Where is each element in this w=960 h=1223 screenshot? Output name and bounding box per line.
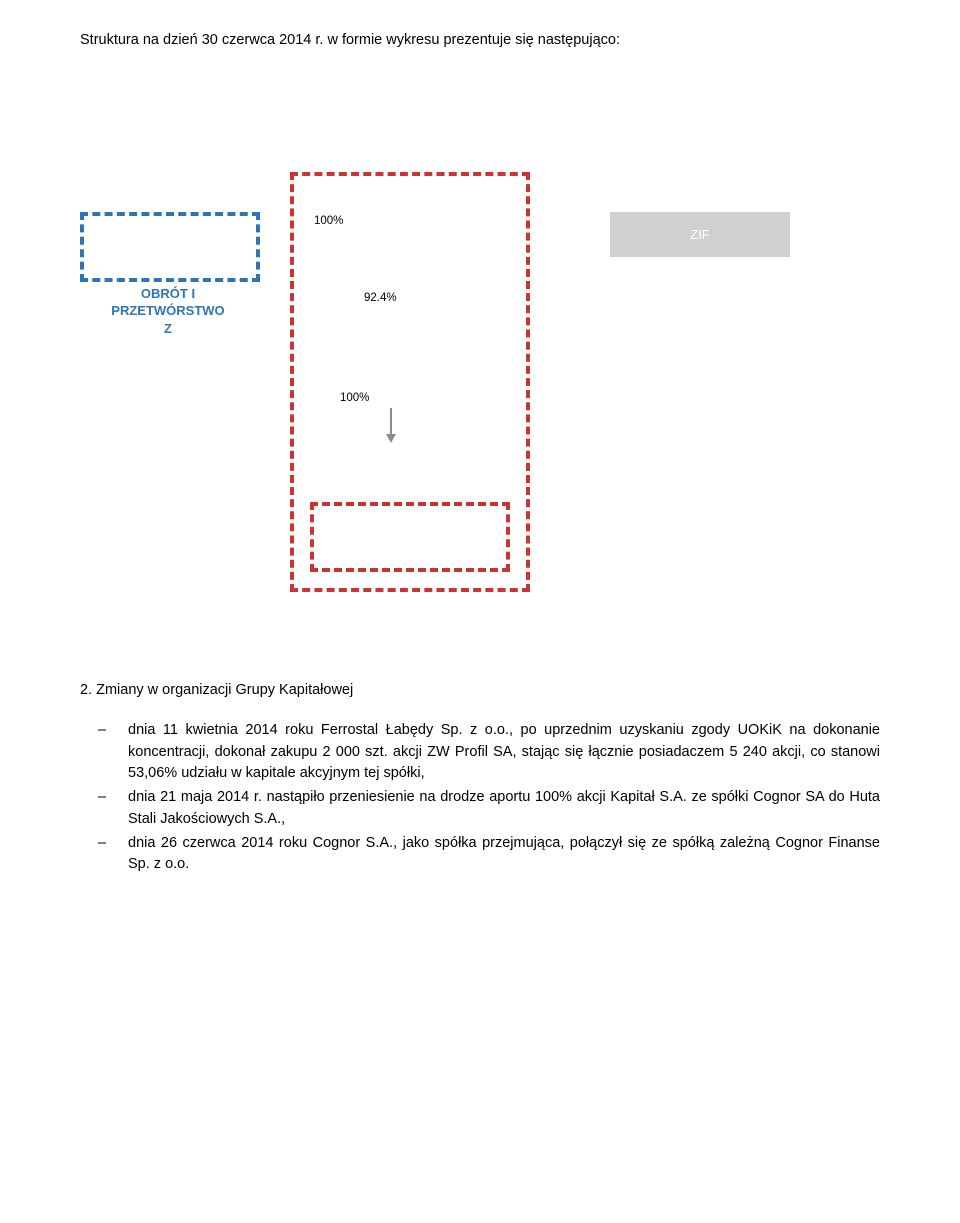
blue-label-line1: OBRÓT I [141,286,195,301]
page-title: Struktura na dzień 30 czerwca 2014 r. w … [80,30,880,52]
changes-list: dnia 11 kwietnia 2014 roku Ferrostal Łab… [80,720,880,876]
blue-label-line3: Z [164,321,172,336]
blue-multiline-label: OBRÓT I PRZETWÓRSTWO Z [92,285,244,338]
pct-inner-label: 100% [340,392,369,404]
org-diagram: ZIF 100% 92.4% 100% OBRÓT I PRZETWÓRSTWO… [80,102,880,622]
node-zif: ZIF [610,212,790,257]
zif-label: ZIF [690,227,710,242]
blue-label-line2: PRZETWÓRSTWO [111,303,224,318]
pct-top-label: 100% [314,215,343,227]
list-item: dnia 21 maja 2014 r. nastąpiło przeniesi… [80,787,880,831]
pct-mid-label: 92.4% [364,292,397,304]
node-blue-box [80,212,260,282]
section-2-heading: 2. Zmiany w organizacji Grupy Kapitałowe… [80,682,880,698]
list-item: dnia 11 kwietnia 2014 roku Ferrostal Łab… [80,720,880,785]
list-item: dnia 26 czerwca 2014 roku Cognor S.A., j… [80,833,880,877]
arrow-head-icon [386,434,396,443]
arrow-stem [390,408,392,436]
node-red-inner [310,502,510,572]
